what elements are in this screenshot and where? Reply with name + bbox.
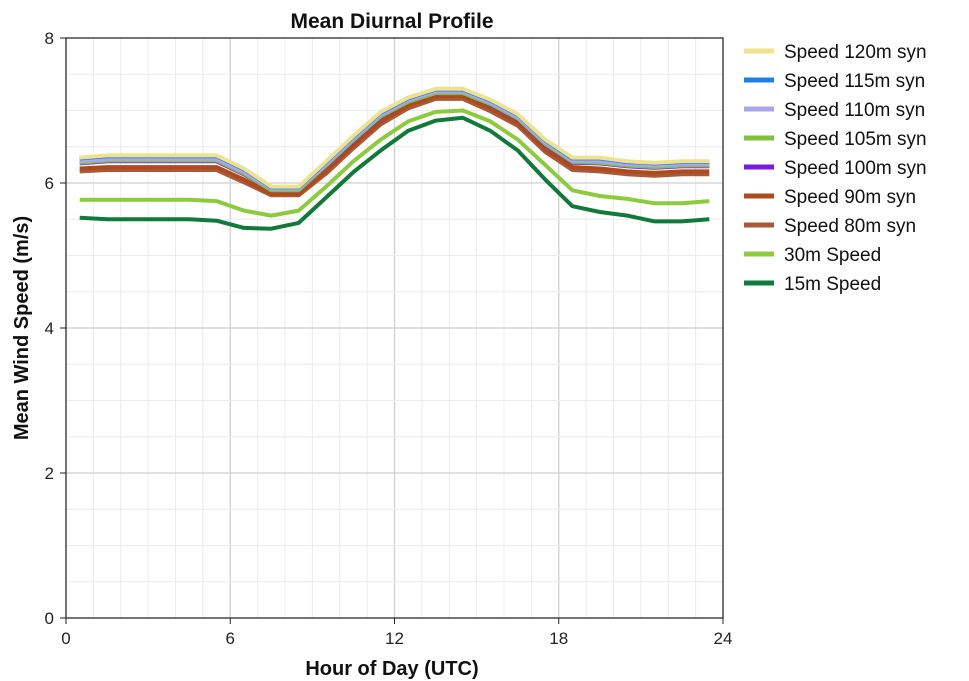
y-axis-label: Mean Wind Speed (m/s)	[11, 216, 33, 440]
legend-label: 30m Speed	[784, 245, 881, 266]
y-tick-label: 4	[45, 319, 54, 338]
grid	[65, 37, 724, 619]
legend-label: Speed 115m syn	[784, 71, 925, 92]
series-line-15m-speed	[79, 115, 710, 231]
x-tick-label: 0	[61, 629, 70, 648]
x-tick-label: 24	[714, 629, 733, 648]
legend-label: Speed 110m syn	[784, 100, 925, 121]
y-tick-label: 2	[45, 464, 54, 483]
legend-label: Speed 105m syn	[784, 129, 927, 150]
legend-label: Speed 100m syn	[784, 158, 927, 179]
x-tick-label: 6	[226, 629, 235, 648]
legend-label: Speed 80m syn	[784, 216, 916, 237]
series-line-speed-90m-syn	[79, 94, 710, 196]
x-tick-label: 12	[385, 629, 404, 648]
legend: Speed 120m syn Speed 115m syn Speed 110m s…	[744, 42, 927, 295]
chart-title: Mean Diurnal Profile	[290, 10, 493, 33]
legend-label: Speed 90m syn	[784, 187, 916, 208]
legend-label: Speed 120m syn	[784, 42, 927, 63]
x-tick-label: 18	[549, 629, 568, 648]
legend-label: 15m Speed	[784, 274, 881, 295]
x-axis-label: Hour of Day (UTC)	[305, 658, 478, 680]
y-tick-label: 0	[45, 609, 54, 628]
series-line-30m-speed	[79, 108, 710, 218]
series-line-speed-80m-syn	[79, 96, 710, 198]
series-line-speed-120m-syn	[79, 86, 710, 189]
series-lines	[79, 86, 710, 231]
y-tick-label: 6	[45, 174, 54, 193]
y-tick-label: 8	[45, 29, 54, 48]
